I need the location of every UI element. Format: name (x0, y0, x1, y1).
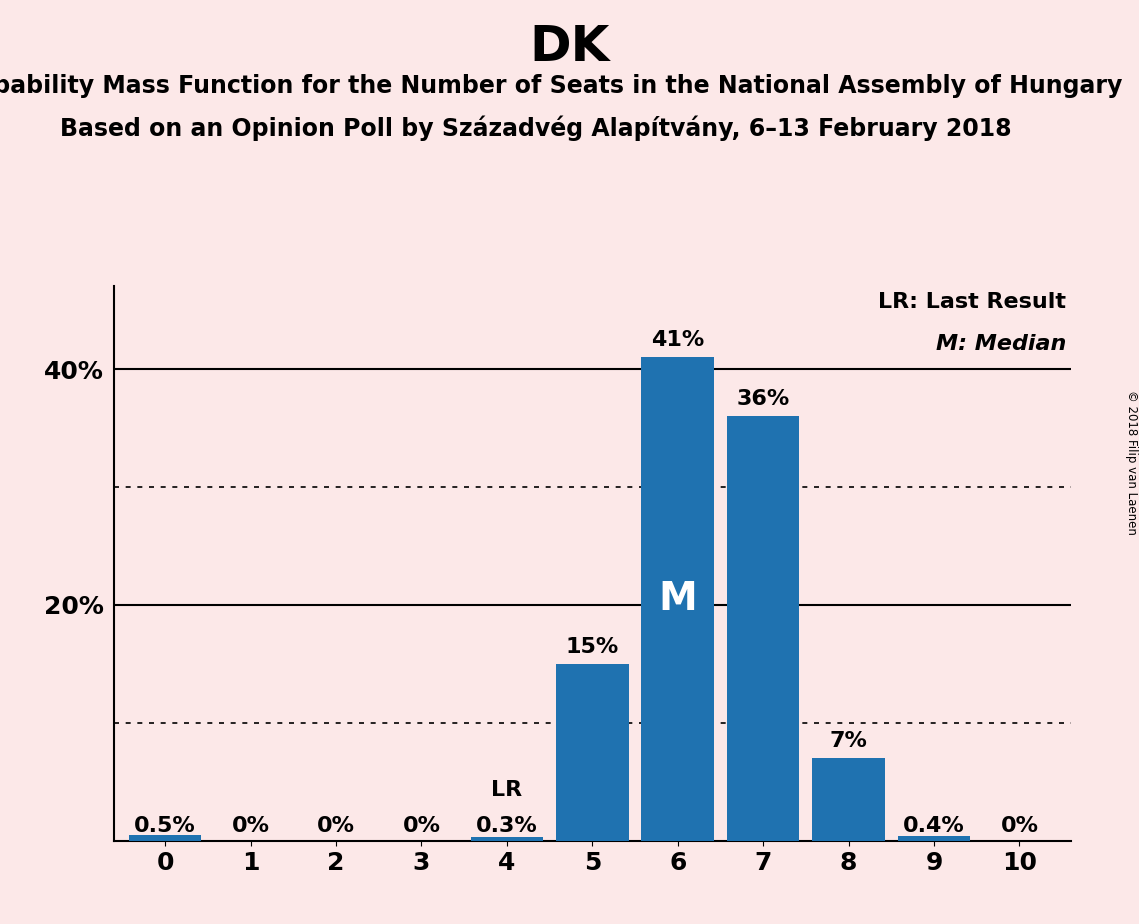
Bar (812, 759, 885, 841)
Bar (556, 664, 629, 841)
Text: Probability Mass Function for the Number of Seats in the National Assembly of Hu: Probability Mass Function for the Number… (0, 74, 1123, 98)
Text: 0%: 0% (402, 816, 441, 836)
Text: M: Median: M: Median (936, 334, 1066, 354)
Text: 0%: 0% (231, 816, 270, 836)
Bar (641, 358, 714, 841)
Text: LR: LR (491, 780, 523, 799)
Text: 0%: 0% (1000, 816, 1039, 836)
Text: M: M (658, 580, 697, 618)
Text: 7%: 7% (829, 731, 868, 751)
Text: 0.3%: 0.3% (476, 816, 538, 836)
Text: 41%: 41% (652, 330, 704, 350)
Text: Based on an Opinion Poll by Századvég Alapítvány, 6–13 February 2018: Based on an Opinion Poll by Századvég Al… (59, 116, 1011, 141)
Text: 36%: 36% (737, 389, 789, 409)
Text: 0.5%: 0.5% (134, 816, 196, 836)
Text: 0.4%: 0.4% (903, 816, 965, 836)
Text: © 2018 Filip van Laenen: © 2018 Filip van Laenen (1124, 390, 1138, 534)
Bar (129, 835, 202, 841)
Bar (898, 836, 970, 841)
Text: 0%: 0% (317, 816, 355, 836)
Text: 15%: 15% (566, 637, 618, 657)
Bar (470, 837, 543, 841)
Bar (727, 416, 800, 841)
Text: DK: DK (530, 23, 609, 71)
Text: LR: Last Result: LR: Last Result (878, 292, 1066, 312)
